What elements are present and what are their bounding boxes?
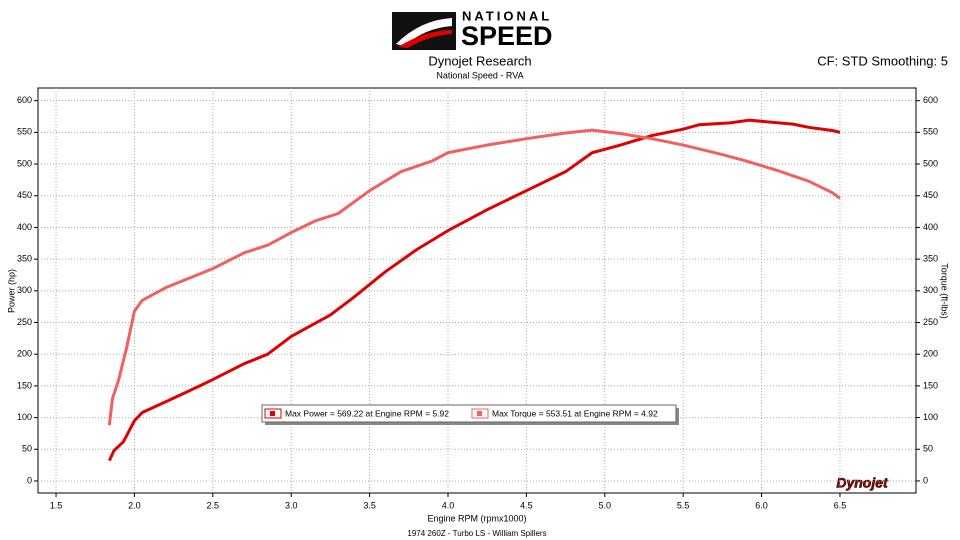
legend-label: Max Torque = 553.51 at Engine RPM = 4.92 <box>492 408 658 418</box>
x-tick-label: 3.5 <box>363 500 376 510</box>
y2-tick-label: 550 <box>923 127 938 137</box>
y2-tick-label: 150 <box>923 380 938 390</box>
y-tick-label: 500 <box>17 158 32 168</box>
y2-tick-label: 600 <box>923 95 938 105</box>
footer: 1974 260Z - Turbo LS - William Spillers <box>407 529 546 538</box>
y2-tick-label: 100 <box>923 412 938 422</box>
y-tick-label: 250 <box>17 317 32 327</box>
logo-swoosh-red <box>398 30 452 48</box>
chart-title: Dynojet Research <box>428 53 531 68</box>
y2-tick-label: 400 <box>923 222 938 232</box>
legend: Max Power = 569.22 at Engine RPM = 5.92 M… <box>261 404 679 425</box>
data-line <box>107 128 841 426</box>
y2-tick-label: 450 <box>923 190 938 200</box>
y2-tick-label: 300 <box>923 285 938 295</box>
y-tick-label: 100 <box>17 412 32 422</box>
settings-text: CF: STD Smoothing: 5 <box>817 53 948 68</box>
y2-tick-label: 200 <box>923 349 938 359</box>
legend-marker <box>270 411 275 416</box>
legend-marker <box>477 411 482 416</box>
y-tick-label: 0 <box>27 475 32 485</box>
x-tick-label: 5.0 <box>599 500 612 510</box>
y-tick-label: 350 <box>17 254 32 264</box>
x-tick-label: 1.5 <box>50 500 63 510</box>
y-tick-label: 550 <box>17 127 32 137</box>
logo-swoosh <box>396 18 452 46</box>
chart-subtitle: National Speed - RVA <box>436 70 523 80</box>
y2-tick-label: 250 <box>923 317 938 327</box>
logo-top: NATIONAL <box>462 8 552 23</box>
y2-tick-label: 500 <box>923 158 938 168</box>
x-tick-label: 2.0 <box>128 500 141 510</box>
x-tick-label: 2.5 <box>207 500 220 510</box>
y-tick-label: 200 <box>17 349 32 359</box>
legend-label: Max Power = 569.22 at Engine RPM = 5.92 <box>285 408 449 418</box>
x-tick-label: 6.0 <box>755 500 768 510</box>
x-axis-label: Engine RPM (rpmx1000) <box>427 513 526 523</box>
y-axis-label: Power (hp) <box>6 269 16 313</box>
y-tick-label: 150 <box>17 380 32 390</box>
x-tick-label: 5.5 <box>677 500 690 510</box>
legend-box <box>261 404 677 423</box>
y2-tick-label: 0 <box>923 475 928 485</box>
x-tick-label: 6.5 <box>834 500 847 510</box>
y2-tick-label: 50 <box>923 444 933 454</box>
y2-tick-label: 350 <box>923 254 938 264</box>
x-tick-label: 3.0 <box>285 500 298 510</box>
y-tick-label: 50 <box>22 444 32 454</box>
y-tick-label: 400 <box>17 222 32 232</box>
watermark: Dynojet <box>836 475 889 491</box>
y-tick-label: 300 <box>17 285 32 295</box>
x-tick-label: 4.5 <box>520 500 533 510</box>
y-tick-label: 600 <box>17 95 32 105</box>
x-tick-label: 4.0 <box>442 500 455 510</box>
logo <box>392 12 456 50</box>
y-tick-label: 450 <box>17 190 32 200</box>
y2-axis-label: Torque (ft-lbs) <box>940 263 950 319</box>
data-line <box>107 118 841 462</box>
logo-bottom: SPEED <box>461 21 553 51</box>
